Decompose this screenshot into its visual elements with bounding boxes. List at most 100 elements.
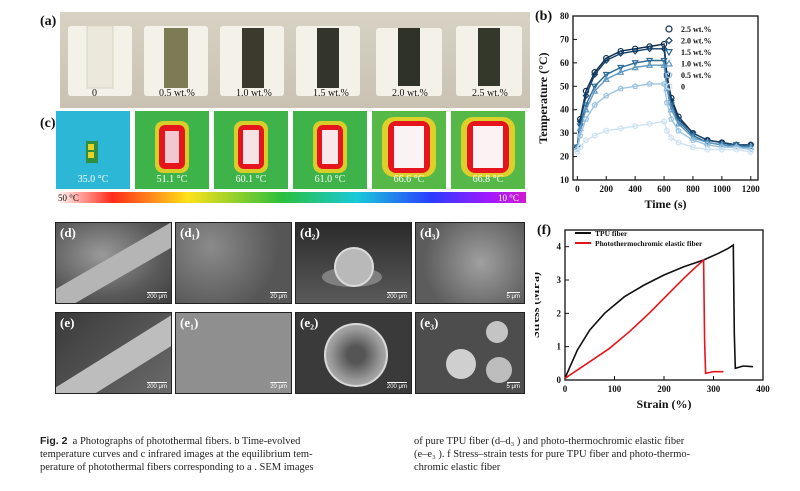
y-tick-label-1: 1 bbox=[557, 342, 562, 352]
series-2-point-3 bbox=[591, 83, 599, 91]
scale-bar-d3: 5 μm bbox=[506, 294, 520, 300]
series-4-point-12 bbox=[689, 136, 697, 143]
y-tick-label-0: 10 bbox=[560, 175, 570, 185]
y-tick-label-6: 70 bbox=[560, 34, 570, 44]
scale-bar-d: 200 μm bbox=[146, 294, 167, 300]
ir-temp-1: 51.1 °C bbox=[156, 174, 188, 185]
legend-marker-1 bbox=[665, 36, 673, 45]
series-1-point-8 bbox=[660, 45, 668, 53]
caption-line-5: (e–e₃ ). f Stress–strain tests for pure … bbox=[414, 449, 691, 460]
series-5-point-12 bbox=[690, 143, 696, 151]
y-axis-label: Temperature (°C) bbox=[536, 52, 550, 143]
ir-temp-0: 35.0 °C bbox=[77, 174, 109, 185]
series-3-point-1 bbox=[576, 124, 584, 132]
legend-label-3: 1.0 wt.% bbox=[681, 60, 711, 69]
x-tick-label-6: 1200 bbox=[742, 184, 761, 194]
sem-e1: (e₁) 20 μm bbox=[175, 312, 292, 394]
panel-label-a: (a) bbox=[40, 14, 57, 29]
panel-label-e: (e) bbox=[60, 315, 75, 330]
scale-bar-e3: 5 μm bbox=[506, 384, 520, 390]
series-0 bbox=[564, 243, 754, 379]
legend-label-4: 0.5 wt.% bbox=[681, 71, 711, 80]
series-5-point-5 bbox=[617, 125, 624, 132]
series-line-5 bbox=[576, 120, 751, 153]
series-4-point-4 bbox=[603, 92, 610, 99]
sem-d2: (d₂) 200 μm bbox=[295, 222, 412, 304]
scale-bar-d1: 20 μm bbox=[270, 294, 287, 300]
scale-bar-e2: 200 μm bbox=[386, 384, 407, 390]
series-2 bbox=[573, 57, 755, 152]
series-3-point-10 bbox=[667, 105, 675, 113]
x-tick-label-4: 800 bbox=[686, 184, 700, 194]
caption-line-1: Fig. 2 a Photographs of photothermal fib… bbox=[40, 435, 301, 447]
series-5-point-3 bbox=[591, 132, 598, 139]
series-line-4 bbox=[576, 83, 751, 151]
plot-frame bbox=[572, 15, 759, 181]
photo-label-0: 0 bbox=[92, 88, 97, 99]
chart-b-temperature-time: 0 200 400 600 800 1000 1200 10 20 30 40 50 60 70 80 Tim… bbox=[535, 9, 761, 211]
colorbar-low-label: 10 °C bbox=[498, 193, 519, 203]
legend-marker-3 bbox=[664, 59, 674, 67]
y-tick-label-0: 0 bbox=[557, 375, 562, 385]
series-4-point-10 bbox=[668, 115, 675, 122]
series-4-point-2 bbox=[582, 115, 590, 122]
panel-label-f: (f) bbox=[537, 223, 551, 238]
series-4-point-5 bbox=[617, 85, 624, 92]
y-tick-label-7: 80 bbox=[560, 11, 570, 21]
series-line-1 bbox=[564, 258, 724, 379]
series-5 bbox=[574, 118, 754, 156]
ir-temp-3: 61.0 °C bbox=[314, 174, 346, 185]
caption-line-4: of pure TPU fiber (d–d₃ ) and photo-ther… bbox=[414, 436, 685, 447]
chart-f-stress-strain: 0 100 200 300 400 0 1 2 3 4 Strain (%) Stress (MPa)… bbox=[535, 223, 770, 410]
ir-image-1: 51.1 °C bbox=[135, 111, 209, 189]
series-5-point-9 bbox=[664, 127, 670, 135]
x-tick-label-4: 400 bbox=[756, 384, 770, 394]
x-tick-label-2: 200 bbox=[657, 384, 671, 394]
legend-marker-2 bbox=[664, 48, 674, 57]
caption-line-6: chromic elastic fiber bbox=[414, 462, 501, 473]
sem-e2: (e₂) 200 μm bbox=[295, 312, 412, 394]
series-4-point-7 bbox=[646, 80, 653, 87]
series-5-point-16 bbox=[747, 148, 754, 156]
series-5-point-4 bbox=[603, 127, 610, 135]
panel-label-b: (b) bbox=[535, 9, 552, 24]
sem-d1: (d₁) 20 μm bbox=[175, 222, 292, 304]
series-4-point-11 bbox=[675, 127, 682, 134]
x-tick-label-3: 600 bbox=[657, 184, 671, 194]
series-3-point-8 bbox=[660, 61, 668, 68]
series-1-point-2 bbox=[582, 92, 590, 100]
series-5-point-2 bbox=[583, 136, 589, 144]
y-tick-label-2: 2 bbox=[557, 308, 562, 318]
ir-image-3: 61.0 °C bbox=[293, 111, 367, 189]
legend-label-0: TPU fiber bbox=[595, 229, 628, 238]
series-line-1 bbox=[576, 48, 751, 148]
legend-label-0: 2.5 wt.% bbox=[681, 25, 711, 34]
series-4-point-9 bbox=[663, 99, 671, 106]
series-0 bbox=[574, 40, 754, 151]
series-1-point-6 bbox=[631, 47, 639, 55]
panel-label-c: (c) bbox=[40, 116, 56, 131]
panel-label-d2: (d₂) bbox=[300, 225, 320, 240]
ir-temp-5: 66.8 °C bbox=[472, 174, 504, 185]
series-1-point-7 bbox=[646, 45, 654, 53]
series-line-0 bbox=[564, 243, 754, 379]
x-tick-label-2: 400 bbox=[628, 184, 642, 194]
series-5-point-11 bbox=[675, 139, 682, 146]
series-3-point-4 bbox=[602, 75, 610, 82]
series-line-3 bbox=[576, 64, 751, 148]
x-tick-label-1: 200 bbox=[599, 184, 613, 194]
legend-label-2: 1.5 wt.% bbox=[681, 48, 711, 57]
caption-column-2: of pure TPU fiber (d–d₃ ) and photo-ther… bbox=[414, 435, 784, 474]
panel-label-e2: (e₂) bbox=[300, 315, 319, 330]
legend-label-5: 0 bbox=[681, 83, 685, 92]
fiber-windings bbox=[86, 25, 500, 89]
photo-strip bbox=[60, 12, 530, 108]
legend-marker-5 bbox=[665, 82, 673, 91]
x-tick-label-5: 1000 bbox=[713, 184, 732, 194]
x-tick-label-0: 0 bbox=[563, 384, 568, 394]
sem-e3: (e₃) 5 μm bbox=[415, 312, 525, 394]
sem-e: (e) 200 μm bbox=[55, 312, 172, 394]
series-4-point-1 bbox=[577, 132, 584, 139]
series-2-point-7 bbox=[645, 57, 654, 65]
scale-bar-e1: 20 μm bbox=[270, 384, 287, 390]
